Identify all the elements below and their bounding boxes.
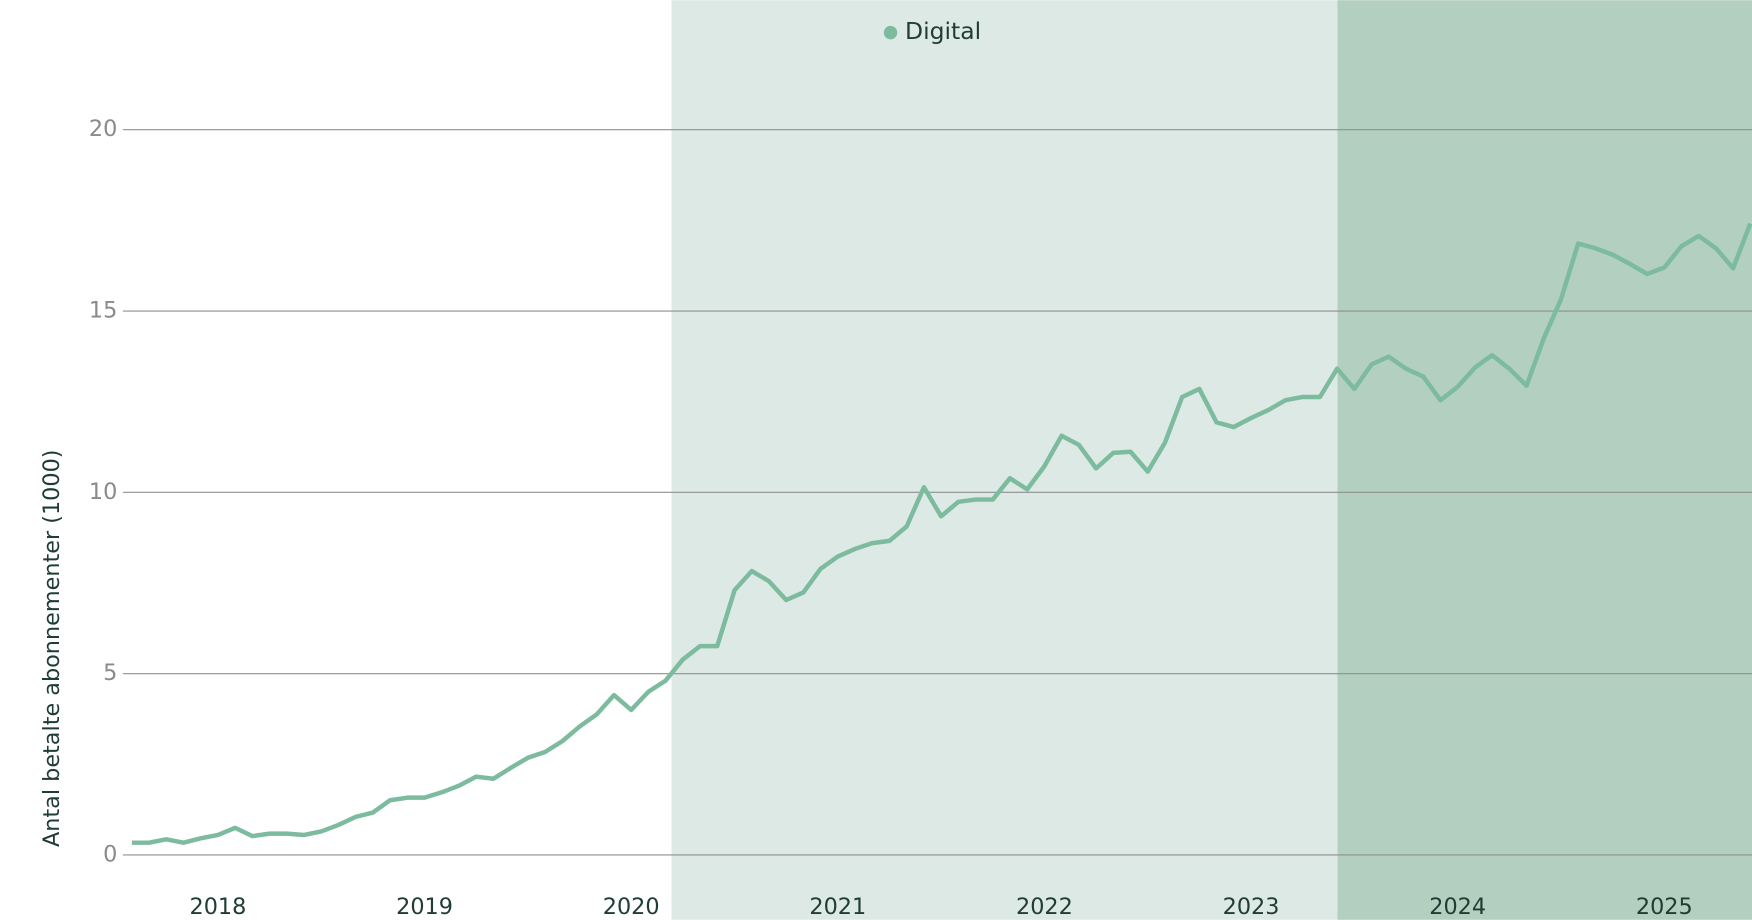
data-line: [131, 222, 1752, 845]
x-tick-label: 2018: [190, 894, 247, 920]
period-band: [1337, 0, 1752, 920]
y-tick-label: 0: [103, 841, 117, 867]
y-tick-label: 15: [89, 298, 117, 324]
x-tick-label: 2022: [1016, 894, 1073, 920]
plot: [131, 222, 1752, 845]
legend-label: Digital: [905, 17, 981, 45]
period-band: [671, 0, 1338, 920]
x-tick-label: 2019: [396, 894, 453, 920]
y-tick-label: 20: [89, 116, 117, 142]
y-tick-label: 10: [89, 479, 117, 505]
y-axis-label: Antal betalte abonnementer (1000): [39, 450, 65, 848]
x-tick-label: 2025: [1636, 894, 1693, 920]
x-tick-label: 2024: [1429, 894, 1486, 920]
legend-marker: [883, 25, 898, 40]
x-tick-label: 2020: [603, 894, 660, 920]
x-tick-label: 2021: [809, 894, 866, 920]
x-tick-label: 2023: [1223, 894, 1280, 920]
grid: 0 5 10 15 20 2018 2019 2020 2021 2022 2023 2024 2025: [89, 116, 1752, 920]
y-tick-label: 5: [103, 660, 117, 686]
